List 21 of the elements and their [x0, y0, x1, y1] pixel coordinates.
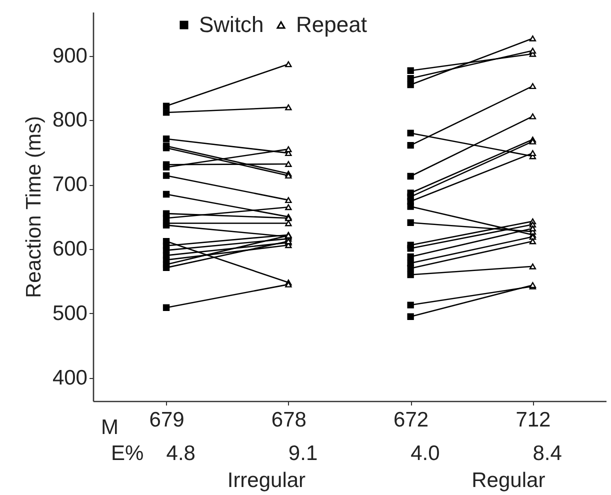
y-tick-label: 800	[52, 108, 88, 132]
text: 9.1	[288, 442, 318, 465]
x-tick-label: 679	[149, 408, 184, 432]
x-tick-label: 712	[516, 408, 551, 432]
y-tick-label: 700	[52, 173, 88, 196]
y-tick-label: 900	[52, 44, 88, 68]
text: 8.4	[532, 442, 562, 465]
text: E%	[111, 442, 144, 465]
legend-label: Repeat	[296, 12, 367, 37]
text: M	[101, 416, 118, 439]
y-axis-title: Reaction Time (ms)	[22, 116, 46, 298]
y-tick-label: 600	[52, 238, 88, 261]
text: Irregular	[227, 469, 306, 492]
legend-label: Switch	[199, 12, 264, 37]
text: 4.0	[410, 442, 440, 465]
x-tick-label: 672	[394, 408, 429, 432]
text: Regular	[472, 469, 546, 492]
x-tick-label: 678	[271, 408, 306, 432]
text: 4.8	[166, 442, 196, 465]
y-tick-label: 500	[52, 302, 88, 325]
y-tick-label: 400	[52, 366, 88, 390]
